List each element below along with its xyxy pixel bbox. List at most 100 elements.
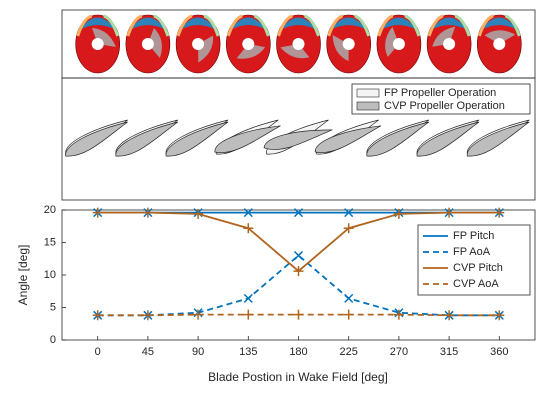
propeller-band xyxy=(253,14,270,37)
y-tick-label: 10 xyxy=(44,269,56,281)
propeller-illustration xyxy=(466,14,530,157)
cvp-airfoil xyxy=(165,121,229,157)
propeller-band xyxy=(380,17,417,30)
propeller-hub xyxy=(141,38,154,50)
propeller-band xyxy=(431,17,468,30)
propeller-hub xyxy=(192,38,205,50)
x-tick-label: 180 xyxy=(289,346,307,358)
y-tick-label: 5 xyxy=(50,301,56,313)
point-marker xyxy=(193,309,204,320)
propeller-hub xyxy=(91,38,104,50)
propeller-band xyxy=(354,14,371,37)
x-tick-label: 45 xyxy=(142,346,154,358)
propeller-band xyxy=(76,14,93,37)
illustration-legend: FP Propeller Operation CVP Propeller Ope… xyxy=(351,83,531,115)
propeller-band xyxy=(277,14,294,37)
propeller-illustration xyxy=(65,14,128,157)
blade-shadow xyxy=(280,44,310,59)
blade-shadow xyxy=(236,44,266,59)
propeller-band xyxy=(280,17,317,30)
y-tick-label: 20 xyxy=(44,204,56,216)
legend-label: CVP Pitch xyxy=(453,262,503,274)
legend-label: FP AoA xyxy=(453,246,491,258)
point-marker xyxy=(142,310,153,321)
propeller-band xyxy=(180,17,217,30)
cvp-airfoil xyxy=(314,125,382,154)
cvp-airfoil xyxy=(466,121,530,157)
propeller-band xyxy=(481,17,518,30)
propeller-illustration xyxy=(263,14,333,155)
blade-shadow xyxy=(332,34,349,62)
point-marker xyxy=(243,223,254,234)
propeller-band xyxy=(176,14,193,37)
propeller-band xyxy=(79,17,116,30)
point-marker xyxy=(343,223,354,234)
y-tick-label: 15 xyxy=(44,236,56,248)
propeller-hub xyxy=(242,38,255,50)
legend-label: CVP AoA xyxy=(453,278,499,290)
propeller-hub xyxy=(443,38,456,50)
point-marker xyxy=(92,310,103,321)
cvp-airfoil xyxy=(366,121,430,157)
point-marker xyxy=(494,207,505,218)
propeller-illustration xyxy=(314,14,382,155)
propeller-band xyxy=(427,14,444,37)
propeller-band xyxy=(404,14,421,37)
propeller-band xyxy=(454,14,471,37)
propeller-band xyxy=(129,17,166,30)
propeller-illustration xyxy=(165,14,229,157)
point-marker xyxy=(444,207,455,218)
point-marker xyxy=(293,208,304,218)
point-marker xyxy=(243,293,253,303)
propeller-band xyxy=(327,14,344,37)
propeller-band xyxy=(504,14,521,37)
cvp-airfoil xyxy=(263,129,333,150)
legend-label: FP Propeller Operation xyxy=(384,87,496,99)
x-tick-label: 90 xyxy=(192,346,204,358)
cvp-airfoil xyxy=(115,121,179,157)
legend-box xyxy=(351,83,531,115)
propeller-band xyxy=(377,14,394,37)
propeller-hub xyxy=(392,38,405,50)
point-marker xyxy=(293,250,304,261)
point-marker xyxy=(344,293,354,303)
point-marker xyxy=(494,310,505,321)
propeller-band xyxy=(330,17,367,30)
x-tick-label: 225 xyxy=(340,346,358,358)
propeller-illustration xyxy=(115,14,179,157)
blade-shadow xyxy=(484,30,516,44)
propeller-illustration xyxy=(416,14,480,157)
cvp-airfoil xyxy=(416,121,480,157)
propeller-hub xyxy=(292,38,305,50)
cvp-airfoil xyxy=(65,121,128,157)
point-marker xyxy=(293,309,304,320)
x-axis-label: Blade Postion in Wake Field [deg] xyxy=(208,370,388,384)
propeller-hub xyxy=(342,38,355,50)
propeller-band xyxy=(230,17,267,30)
propeller-band xyxy=(226,14,243,37)
point-marker xyxy=(243,208,253,218)
point-marker xyxy=(344,208,354,218)
propeller-band xyxy=(153,14,170,37)
point-marker xyxy=(142,207,153,218)
legend-swatch xyxy=(356,101,380,111)
airfoil-panel xyxy=(61,77,536,201)
cvp-airfoil xyxy=(214,125,281,154)
y-axis-label: Angle [deg] xyxy=(16,245,30,306)
point-marker xyxy=(393,208,404,219)
point-marker xyxy=(343,309,354,320)
x-tick-label: 360 xyxy=(490,346,508,358)
y-tick-label: 0 xyxy=(50,334,56,346)
point-marker xyxy=(92,207,103,218)
propeller-band xyxy=(203,14,220,37)
legend-swatch xyxy=(356,88,380,98)
point-marker xyxy=(193,208,204,219)
blade-shadow xyxy=(147,28,162,58)
point-marker xyxy=(444,310,455,321)
point-marker xyxy=(293,266,304,277)
x-tick-label: 315 xyxy=(440,346,458,358)
propeller-band xyxy=(126,14,143,37)
point-marker xyxy=(393,309,404,320)
blade-shadow xyxy=(385,26,399,57)
